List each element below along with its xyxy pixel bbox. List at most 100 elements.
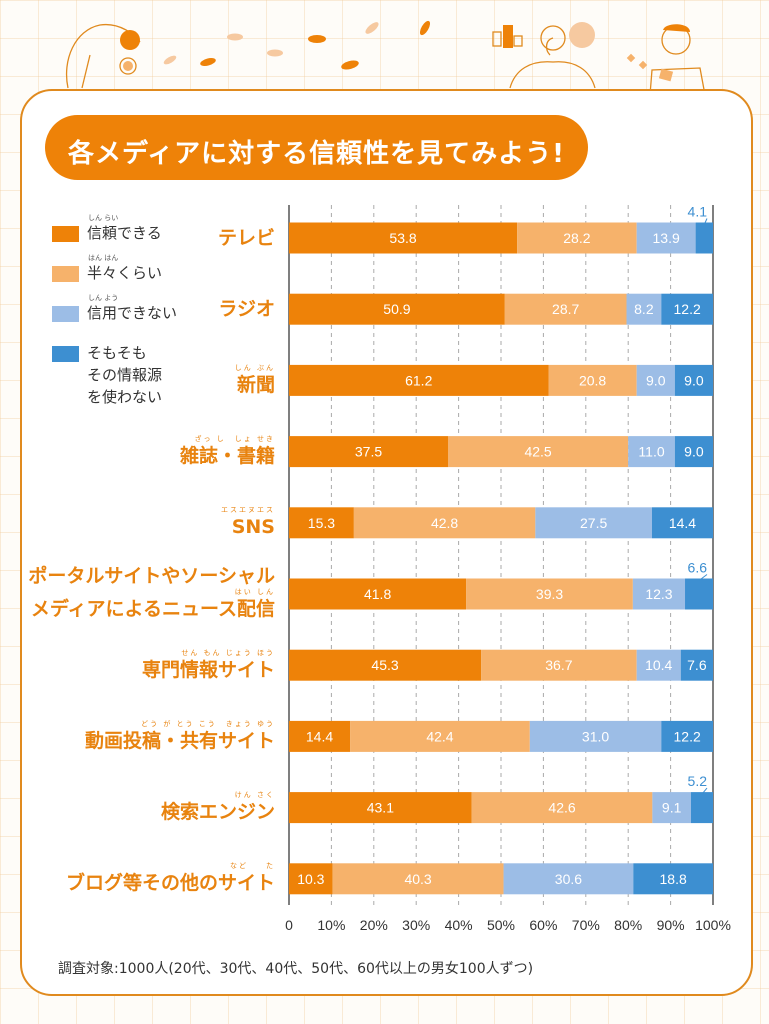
callout-line [698, 574, 708, 581]
legend-swatch-not-used [52, 346, 79, 362]
bar-segment [636, 649, 681, 681]
bar-segment [289, 863, 333, 895]
bar-segment [535, 507, 652, 539]
category-label-line: 動画投稿・共有サイト [84, 729, 275, 752]
category-ruby: けん さく [234, 791, 275, 800]
bar-segment [289, 364, 549, 396]
bar-segment [471, 792, 653, 824]
legend-label: 半々くらい [87, 264, 163, 282]
bar-segment [529, 720, 662, 752]
person-with-charts-icon [492, 22, 596, 89]
category-ruby: どう が とう こう きょう ゆう [141, 719, 275, 728]
bar-segment [289, 649, 482, 681]
x-tick-label: 80% [614, 917, 642, 933]
data-label: 43.1 [367, 800, 394, 816]
data-label: 42.8 [431, 515, 458, 531]
category-label-line: ブログ等その他のサイト [65, 872, 275, 895]
data-label: 11.0 [638, 444, 664, 460]
category-label-line: 新聞 [236, 373, 275, 396]
bar-segment [548, 364, 637, 396]
category-label: ラジオ [218, 297, 275, 321]
data-label: 20.8 [579, 372, 606, 388]
bar-segment [353, 507, 536, 539]
data-label: 12.2 [674, 728, 701, 744]
bar-segment [503, 863, 634, 895]
data-label: 40.3 [404, 871, 431, 887]
data-label: 12.3 [645, 586, 672, 602]
category-ruby: せん もん じょう ほう [181, 648, 275, 657]
data-label: 50.9 [383, 301, 410, 317]
bar-segment [481, 649, 637, 681]
category-ruby: エスエヌエス [221, 506, 275, 515]
bar-segment [289, 507, 354, 539]
category-label: せん もん じょう ほう 専門情報サイト [142, 649, 275, 682]
data-label: 10.4 [645, 657, 672, 673]
data-label: 14.4 [306, 728, 333, 744]
bar-segment [350, 720, 530, 752]
category-label: ポータルサイトやソーシャル はい しん メディアによるニュース配信 [28, 564, 275, 621]
bar-segment [685, 578, 713, 610]
bar-segment [517, 222, 637, 254]
category-label-line: テレビ [217, 227, 275, 249]
category-label: ざっ し しょ せき 雑誌・書籍 [180, 435, 275, 468]
title-banner: 各メディアに対する信頼性を見てみよう! [45, 115, 588, 180]
legend-ruby: しん らい [88, 214, 119, 222]
bar-segment [651, 507, 713, 539]
data-label: 5.2 [688, 773, 708, 789]
x-tick-label: 90% [657, 917, 685, 933]
data-label: 42.5 [524, 444, 551, 460]
data-label: 45.3 [371, 657, 398, 673]
category-label-line: 検索エンジン [160, 801, 275, 824]
bar-segment [636, 222, 696, 254]
bar-segment [289, 436, 448, 468]
bar-segment [332, 863, 504, 895]
bar-segment [632, 578, 686, 610]
legend-swatch-trust [52, 226, 79, 242]
data-label: 61.2 [405, 372, 432, 388]
bar-segment [448, 436, 629, 468]
legend-item-half: はん はん 半々くらい [52, 254, 212, 284]
legend-label: 信用できない [87, 304, 178, 322]
legend-item-trust: しん らい 信頼できる [52, 214, 212, 244]
category-label-line: 雑誌・書籍 [179, 445, 275, 468]
bar-segment [636, 364, 675, 396]
bar-segment [695, 222, 713, 254]
legend-swatch-distrust [52, 306, 79, 322]
data-label: 41.8 [364, 586, 391, 602]
data-label: 15.3 [308, 515, 335, 531]
bar-segment [289, 792, 472, 824]
page-title: 各メディアに対する信頼性を見てみよう! [67, 139, 566, 169]
data-label: 9.0 [684, 444, 704, 460]
bar-segment [289, 222, 518, 254]
bar-segment [661, 720, 713, 752]
x-tick-label: 70% [572, 917, 600, 933]
data-label: 8.2 [634, 301, 654, 317]
category-label: エスエヌエス SNS [221, 506, 275, 539]
data-label: 39.3 [536, 586, 563, 602]
x-tick-label: 40% [445, 917, 473, 933]
category-ruby: しん ぶん [234, 363, 275, 372]
callout-line [701, 787, 708, 795]
header-illustration [65, 20, 706, 102]
legend-item-not-used: そもそも その情報源 を使わない [52, 338, 212, 408]
bar-segment [626, 293, 662, 325]
legend-label: そもそも その情報源 を使わない [87, 344, 163, 406]
category-label-line: ポータルサイトやソーシャル [28, 565, 275, 587]
bar-segment [674, 436, 713, 468]
legend-ruby: はん はん [88, 254, 119, 262]
bar-segment [633, 863, 713, 895]
category-label-line: ラジオ [218, 298, 275, 321]
data-label: 31.0 [582, 728, 609, 744]
bar-segment [628, 436, 675, 468]
data-label: 13.9 [653, 230, 680, 246]
category-label: テレビ [218, 226, 275, 250]
data-label: 27.5 [580, 515, 607, 531]
data-label: 53.8 [389, 230, 416, 246]
x-tick-label: 50% [487, 917, 515, 933]
bar-segment [504, 293, 627, 325]
bar-segment [680, 649, 713, 681]
legend-ruby: しん よう [88, 294, 119, 302]
category-label: けん さく 検索エンジン [161, 791, 275, 824]
data-label: 9.1 [662, 800, 682, 816]
data-label: 12.2 [674, 301, 701, 317]
